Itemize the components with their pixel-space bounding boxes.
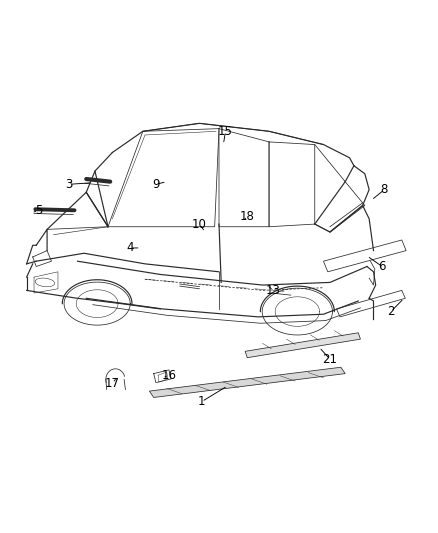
Polygon shape [149,367,345,398]
Text: 17: 17 [105,377,120,390]
Text: 4: 4 [126,241,134,254]
Text: 9: 9 [152,178,159,191]
Text: 2: 2 [387,305,395,318]
Text: 16: 16 [162,369,177,382]
Text: 3: 3 [65,178,73,191]
Text: 8: 8 [381,183,388,196]
Text: 18: 18 [240,209,255,223]
Text: 6: 6 [378,260,386,273]
Polygon shape [245,333,360,358]
Text: 5: 5 [35,204,42,217]
Text: 13: 13 [266,284,281,297]
Text: 10: 10 [192,217,207,231]
Text: 15: 15 [218,125,233,138]
Text: 1: 1 [198,395,205,408]
Text: 21: 21 [322,353,338,366]
